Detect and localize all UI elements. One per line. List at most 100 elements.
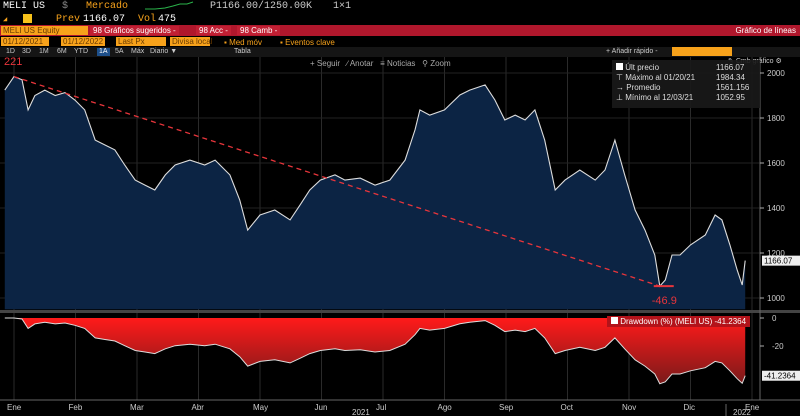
bid-ask: P1166.00/1250.00K xyxy=(210,1,313,12)
x-tick-label: Mar xyxy=(130,403,144,412)
search-field[interactable] xyxy=(672,47,732,56)
legend-avg: → Promedio 1561.156 xyxy=(616,83,750,92)
timeframe-diario[interactable]: Diario ▼ xyxy=(150,48,178,55)
dd-y-tick-label: 0 xyxy=(772,314,777,323)
panel-divider xyxy=(0,310,800,313)
x-tick-label: Ene xyxy=(7,403,22,412)
legend-last-value: 1166.07 xyxy=(716,63,745,72)
suggested-charts-menu[interactable]: 98 Gráficos sugeridos - xyxy=(90,26,179,35)
y-tick-label: 1000 xyxy=(767,294,785,303)
y-tick-label: 1600 xyxy=(767,159,785,168)
y-tick-label: 1400 xyxy=(767,204,785,213)
quote-subheader: ◢ Prev 1166.07 Vol 475 xyxy=(0,13,800,25)
x-tick-label: Oct xyxy=(561,403,574,412)
size: 1×1 xyxy=(333,1,352,12)
alert-icon[interactable] xyxy=(23,14,32,23)
annotate-label: Anotar xyxy=(349,59,374,68)
last-drawdown-tag xyxy=(762,370,800,381)
field-select[interactable]: Last Px xyxy=(116,37,166,46)
timeframe-ytd[interactable]: YTD xyxy=(74,48,88,55)
legend-min-label: Mínimo al 12/03/21 xyxy=(625,93,694,102)
key-events-label: Eventos clave xyxy=(285,38,335,47)
drawdown-legend-label: Drawdown (%) (MELI US) -41.2364 xyxy=(620,317,747,326)
year-label: 2022 xyxy=(733,408,751,416)
follow-button[interactable]: + Seguir xyxy=(310,59,341,68)
x-tick-label: May xyxy=(253,403,268,412)
last-price-tag xyxy=(762,255,800,266)
annotate-button[interactable]: ∕ Anotar xyxy=(346,59,374,68)
timeframe-bar: 1D 3D 1M 6M YTD 1A 5A Máx Diario ▼ xyxy=(0,47,800,57)
x-tick-label: Nov xyxy=(622,403,636,412)
menu-bar: MELI US Equity 98 Gráficos sugeridos - 9… xyxy=(0,25,800,36)
prev-value: 1166.07 xyxy=(83,14,126,25)
chart-type-label: Gráfico de líneas xyxy=(735,26,796,35)
moving-average-toggle[interactable]: ▪ Med móv xyxy=(224,38,262,47)
legend-avg-value: 1561.156 xyxy=(716,83,750,92)
last-drawdown-label: -41.2364 xyxy=(764,372,796,381)
price-line xyxy=(4,75,746,288)
end-date-input[interactable]: 01/12/2022 xyxy=(61,37,105,46)
legend-last: Últ precio 1166.07 xyxy=(616,63,756,73)
legend-avg-label: Promedio xyxy=(626,83,661,92)
y-tick-label: 2000 xyxy=(767,69,785,78)
timeframe-1d[interactable]: 1D xyxy=(6,48,15,55)
timeframe-mx[interactable]: Máx xyxy=(131,48,145,55)
y-tick-label: 1800 xyxy=(767,114,785,123)
quote-header: MELI US $ Mercado P1166.00/1250.00K 1×1 xyxy=(0,0,800,13)
timeframe-3d[interactable]: 3D xyxy=(22,48,31,55)
price-area xyxy=(4,76,746,310)
table-button[interactable]: Tabla xyxy=(234,48,251,55)
market: Mercado xyxy=(86,1,129,12)
chart-area[interactable]: 221 -46.9 1000 1200 1400 1600 1800 2000 1166.07 0… xyxy=(0,57,800,416)
start-date-input[interactable]: 01/12/2021 xyxy=(1,37,49,46)
options-row: 01/12/2021 01/12/2022 Last Px Divisa loc… xyxy=(0,37,800,47)
news-label: Noticias xyxy=(386,59,416,68)
timeframe-6m[interactable]: 6M xyxy=(57,48,67,55)
news-button[interactable]: ≡ Noticias xyxy=(380,59,416,68)
x-tick-label: Jun xyxy=(315,403,328,412)
drawdown-line xyxy=(4,317,746,385)
signal-icon: ◢ xyxy=(3,16,8,24)
prev-label: Prev xyxy=(56,14,81,25)
currency-select[interactable]: Divisa local xyxy=(170,37,213,46)
legend-max-value: 1984.34 xyxy=(716,73,745,82)
x-tick-label: Ago xyxy=(438,403,453,412)
timeframe-5a[interactable]: 5A xyxy=(115,48,124,55)
last-price-label: 1166.07 xyxy=(764,257,793,266)
security-input[interactable]: MELI US Equity xyxy=(1,26,88,35)
price-legend: Últ precio 1166.07 ⊤ Máximo al 01/20/21 19… xyxy=(612,60,760,108)
drawdown-legend: Drawdown (%) (MELI US) -41.2364 xyxy=(607,316,751,327)
zoom-label: Zoom xyxy=(430,59,451,68)
x-tick-label: Abr xyxy=(192,403,205,412)
legend-last-label: Últ precio xyxy=(625,63,660,72)
drawdown-area xyxy=(4,318,746,384)
y-tick-label: 1200 xyxy=(767,249,785,258)
timeframe-1a[interactable]: 1A xyxy=(97,48,110,56)
legend-max: ⊤ Máximo al 01/20/21 1984.34 xyxy=(616,73,745,82)
ticker: MELI US xyxy=(3,1,46,12)
change-menu[interactable]: 98 Camb - xyxy=(237,26,281,35)
key-events-toggle[interactable]: ▪ Eventos clave xyxy=(280,38,335,47)
x-tick-label: Jul xyxy=(376,403,386,412)
timeframe-1m[interactable]: 1M xyxy=(39,48,49,55)
dd-y-tick-label: -20 xyxy=(772,342,784,351)
year-label: 2021 xyxy=(352,408,370,416)
moving-average-label: Med móv xyxy=(229,38,262,47)
chart-toolbar: + Seguir ∕ Anotar ≡ Noticias ⚲ Zoom xyxy=(310,59,451,68)
currency: $ xyxy=(62,1,69,12)
quick-add-button[interactable]: + Añadir rápido - xyxy=(606,48,658,55)
sparkline-icon xyxy=(145,1,194,10)
x-tick-label: Dic xyxy=(684,403,696,412)
vol-value: 475 xyxy=(158,14,177,25)
legend-min: ⊥ Mínimo al 12/03/21 1052.95 xyxy=(616,93,745,102)
zoom-button[interactable]: ⚲ Zoom xyxy=(422,59,451,68)
vol-label: Vol xyxy=(138,14,157,25)
x-tick-label: Ene xyxy=(745,403,760,412)
trend-start-label: 221 xyxy=(4,57,22,68)
follow-label: Seguir xyxy=(316,59,341,68)
actions-menu[interactable]: 98 Acc - xyxy=(196,26,231,35)
legend-min-value: 1052.95 xyxy=(716,93,745,102)
x-tick-label: Feb xyxy=(69,403,83,412)
trend-end-label: -46.9 xyxy=(652,295,677,307)
x-tick-label: Sep xyxy=(499,403,514,412)
